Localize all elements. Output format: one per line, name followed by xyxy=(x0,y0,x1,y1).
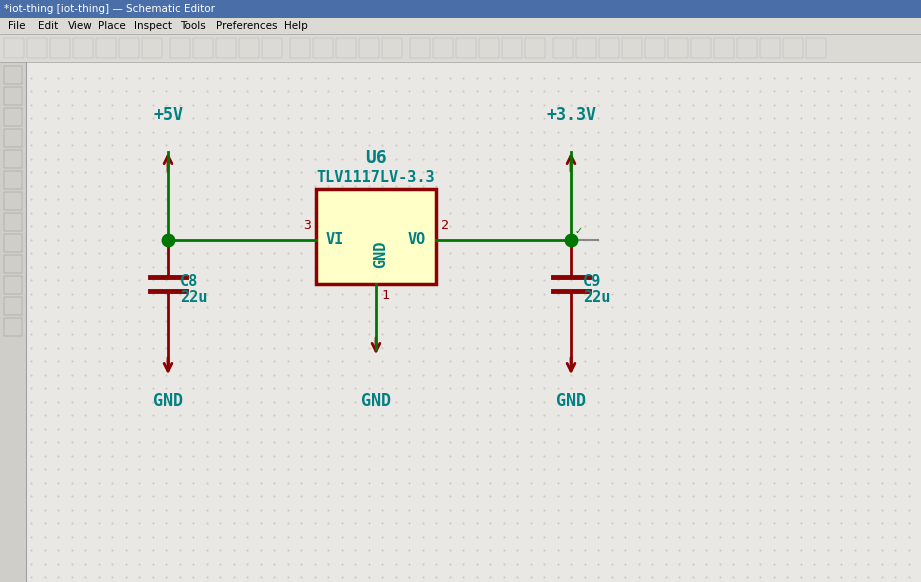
Bar xyxy=(714,38,734,58)
Bar xyxy=(193,38,213,58)
Text: 3: 3 xyxy=(303,219,311,232)
Bar xyxy=(4,276,22,294)
Text: Help: Help xyxy=(284,21,308,31)
Bar xyxy=(599,38,619,58)
Text: 1: 1 xyxy=(381,289,389,302)
Bar xyxy=(336,38,356,58)
Text: VI: VI xyxy=(326,232,344,247)
Text: +3.3V: +3.3V xyxy=(546,106,596,124)
Bar xyxy=(27,38,47,58)
Bar xyxy=(239,38,259,58)
Bar xyxy=(4,255,22,273)
Bar xyxy=(668,38,688,58)
Text: C9: C9 xyxy=(583,274,601,289)
Bar xyxy=(760,38,780,58)
Bar xyxy=(737,38,757,58)
Bar xyxy=(806,38,826,58)
Bar xyxy=(576,38,596,58)
Bar xyxy=(4,297,22,315)
Bar xyxy=(4,192,22,210)
Bar xyxy=(50,38,70,58)
Bar xyxy=(359,38,379,58)
Bar xyxy=(316,189,436,284)
Text: GND: GND xyxy=(361,392,391,410)
Text: ✓: ✓ xyxy=(575,226,583,236)
Bar xyxy=(4,66,22,84)
Bar xyxy=(216,38,236,58)
Text: Place: Place xyxy=(98,21,126,31)
Text: 22u: 22u xyxy=(180,290,207,306)
Text: 22u: 22u xyxy=(583,290,611,306)
Bar xyxy=(382,38,402,58)
Bar xyxy=(622,38,642,58)
Bar xyxy=(142,38,162,58)
Bar xyxy=(783,38,803,58)
Bar xyxy=(479,38,499,58)
Text: GND: GND xyxy=(153,392,183,410)
Bar xyxy=(4,38,24,58)
Text: GND: GND xyxy=(374,240,389,268)
Text: 2: 2 xyxy=(441,219,449,232)
Text: Edit: Edit xyxy=(38,21,58,31)
Bar xyxy=(170,38,190,58)
Text: Preferences: Preferences xyxy=(216,21,277,31)
Bar xyxy=(433,38,453,58)
Bar xyxy=(4,234,22,252)
Bar xyxy=(456,38,476,58)
Text: GND: GND xyxy=(556,392,586,410)
Text: File: File xyxy=(8,21,26,31)
Bar xyxy=(313,38,333,58)
Bar xyxy=(645,38,665,58)
Text: U6: U6 xyxy=(365,149,387,167)
Bar xyxy=(119,38,139,58)
Bar xyxy=(0,34,921,62)
Bar xyxy=(4,87,22,105)
Text: +5V: +5V xyxy=(153,106,183,124)
Text: TLV1117LV-3.3: TLV1117LV-3.3 xyxy=(317,170,436,185)
Bar xyxy=(4,108,22,126)
Bar xyxy=(96,38,116,58)
Bar xyxy=(4,150,22,168)
Text: Inspect: Inspect xyxy=(134,21,171,31)
Bar xyxy=(553,38,573,58)
Bar xyxy=(0,18,921,34)
Bar xyxy=(525,38,545,58)
Bar xyxy=(4,213,22,231)
Bar xyxy=(502,38,522,58)
Text: C8: C8 xyxy=(180,274,198,289)
Text: View: View xyxy=(68,21,93,31)
Bar xyxy=(0,62,26,582)
Bar xyxy=(290,38,310,58)
Bar xyxy=(410,38,430,58)
Bar xyxy=(4,129,22,147)
Bar xyxy=(262,38,282,58)
Text: *iot-thing [iot-thing] — Schematic Editor: *iot-thing [iot-thing] — Schematic Edito… xyxy=(4,4,215,14)
Bar xyxy=(0,0,921,18)
Bar xyxy=(4,318,22,336)
Bar xyxy=(26,62,921,582)
Bar xyxy=(4,171,22,189)
Bar xyxy=(691,38,711,58)
Text: Tools: Tools xyxy=(180,21,205,31)
Text: VO: VO xyxy=(408,232,426,247)
Bar xyxy=(73,38,93,58)
